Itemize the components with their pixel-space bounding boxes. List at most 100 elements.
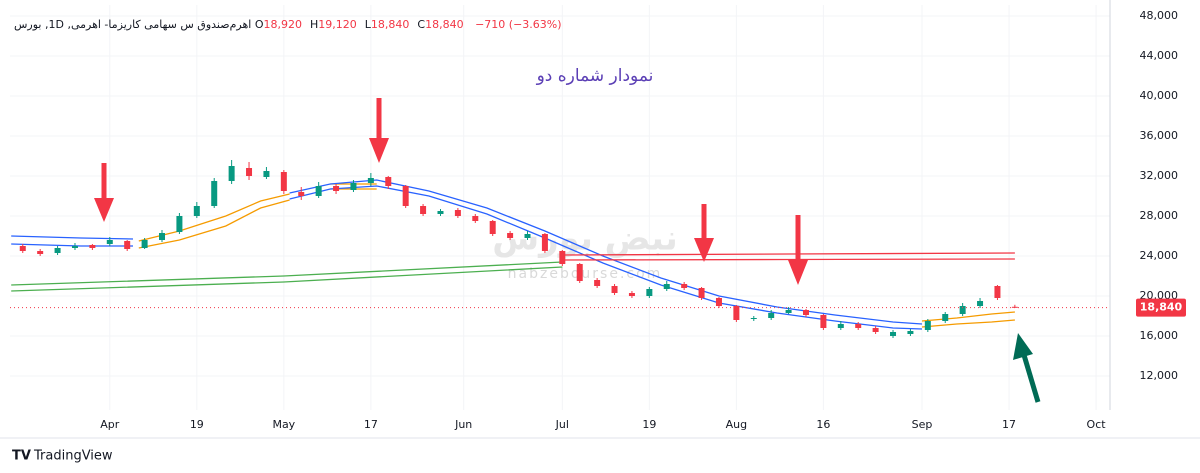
x-tick-label: 19 <box>642 418 656 431</box>
indicator-line <box>289 179 923 325</box>
candle-body <box>715 298 722 306</box>
symbol-header: اهرم‌صندوق س سهامی کاریزما- اهرمی, 1D, ب… <box>14 18 570 31</box>
x-tick-label: 17 <box>1002 418 1016 431</box>
candle-body <box>298 192 305 196</box>
candle-body <box>750 318 757 319</box>
indicator-line <box>11 266 563 292</box>
candle-body <box>611 286 618 293</box>
y-tick-label: 32,000 <box>1140 169 1179 182</box>
candle-body <box>263 171 270 177</box>
indicator-line <box>11 261 563 286</box>
change: −710 (−3.63%) <box>475 18 562 31</box>
candle-body <box>280 172 287 191</box>
candle-body <box>472 216 479 221</box>
x-tick-label: 17 <box>364 418 378 431</box>
candle-body <box>350 183 357 190</box>
candle-body <box>402 186 409 206</box>
watermark-title: نبض بورس <box>492 219 677 259</box>
candle-body <box>628 293 635 296</box>
candle-body <box>489 221 496 234</box>
indicator-line <box>138 199 290 249</box>
indicator-line <box>138 193 290 242</box>
candle-body <box>942 314 949 321</box>
ohlc: O18,920 H19,120 L18,840 C18,840 <box>255 18 472 31</box>
indicator-line <box>562 258 1015 261</box>
candle-body <box>924 321 931 330</box>
candle-body <box>768 313 775 318</box>
y-tick-label: 12,000 <box>1140 369 1179 382</box>
ohlc-key: L <box>364 18 371 31</box>
candle-body <box>367 178 374 183</box>
candle-body <box>802 310 809 315</box>
footer-logo: TV <box>12 449 31 464</box>
candle-body <box>594 280 601 286</box>
candle-body <box>524 234 531 238</box>
candle-body <box>437 211 444 214</box>
y-tick-label: 44,000 <box>1140 49 1179 62</box>
candle-body <box>663 284 670 289</box>
symbol: اهرم‌صندوق س سهامی کاریزما- اهرمی, 1D, ب… <box>14 18 252 31</box>
candle-body <box>37 251 44 254</box>
x-tick-label: 19 <box>190 418 204 431</box>
indicator-line <box>921 319 1015 328</box>
indicator-line <box>289 185 923 330</box>
candle-body <box>559 251 566 264</box>
ohlc-value: 18,840 <box>370 18 410 31</box>
candle-body <box>977 301 984 306</box>
candle-body <box>19 246 26 251</box>
candle-body <box>159 233 166 240</box>
ohlc-value: 18,840 <box>425 18 464 31</box>
candle-body <box>228 166 235 181</box>
last-price-box <box>1136 298 1186 317</box>
candle-body <box>193 206 200 216</box>
footer-brand: TradingView <box>33 449 113 464</box>
candle-body <box>507 233 514 238</box>
candle-body <box>820 315 827 328</box>
candle-body <box>420 206 427 214</box>
candle-body <box>733 306 740 320</box>
y-tick-label: 48,000 <box>1140 9 1179 22</box>
candle-body <box>837 324 844 328</box>
grid <box>10 5 1110 410</box>
candle-body <box>872 328 879 332</box>
candle-body <box>89 245 96 248</box>
y-tick-label: 16,000 <box>1140 329 1179 342</box>
candle-body <box>176 216 183 232</box>
candle-body <box>54 248 61 253</box>
y-tick-label: 28,000 <box>1140 209 1179 222</box>
candle-body <box>333 186 340 191</box>
y-tick-label: 24,000 <box>1140 249 1179 262</box>
candle-body <box>124 241 131 249</box>
candle-body <box>71 246 78 248</box>
indicator-line <box>921 311 1015 322</box>
x-tick-label: Oct <box>1087 418 1107 431</box>
x-tick-label: Sep <box>912 418 933 431</box>
candle-body <box>246 168 253 176</box>
candle-body <box>907 331 914 334</box>
candle-body <box>576 264 583 281</box>
x-tick-label: Aug <box>726 418 747 431</box>
candle-body <box>698 288 705 298</box>
ohlc-key: C <box>417 18 426 31</box>
candle-body <box>959 306 966 314</box>
candle-body <box>385 177 392 186</box>
candle-body <box>855 324 862 328</box>
x-tick-label: Jun <box>454 418 472 431</box>
candle-body <box>541 234 548 251</box>
candle-body <box>890 332 897 336</box>
ohlc-key: H <box>309 18 319 31</box>
candle-body <box>315 186 322 196</box>
candle-body <box>681 284 688 288</box>
x-tick-label: 16 <box>816 418 830 431</box>
ohlc-key: O <box>254 18 264 31</box>
ohlc-value: 18,920 <box>263 18 302 31</box>
candle-body <box>454 210 461 216</box>
x-tick-label: Jul <box>555 418 569 431</box>
x-tick-label: Apr <box>100 418 120 431</box>
candle-body <box>994 286 1001 298</box>
indicator-line <box>11 235 134 240</box>
candle-body <box>211 181 218 206</box>
annotation: نمودار شماره دو <box>536 66 654 86</box>
